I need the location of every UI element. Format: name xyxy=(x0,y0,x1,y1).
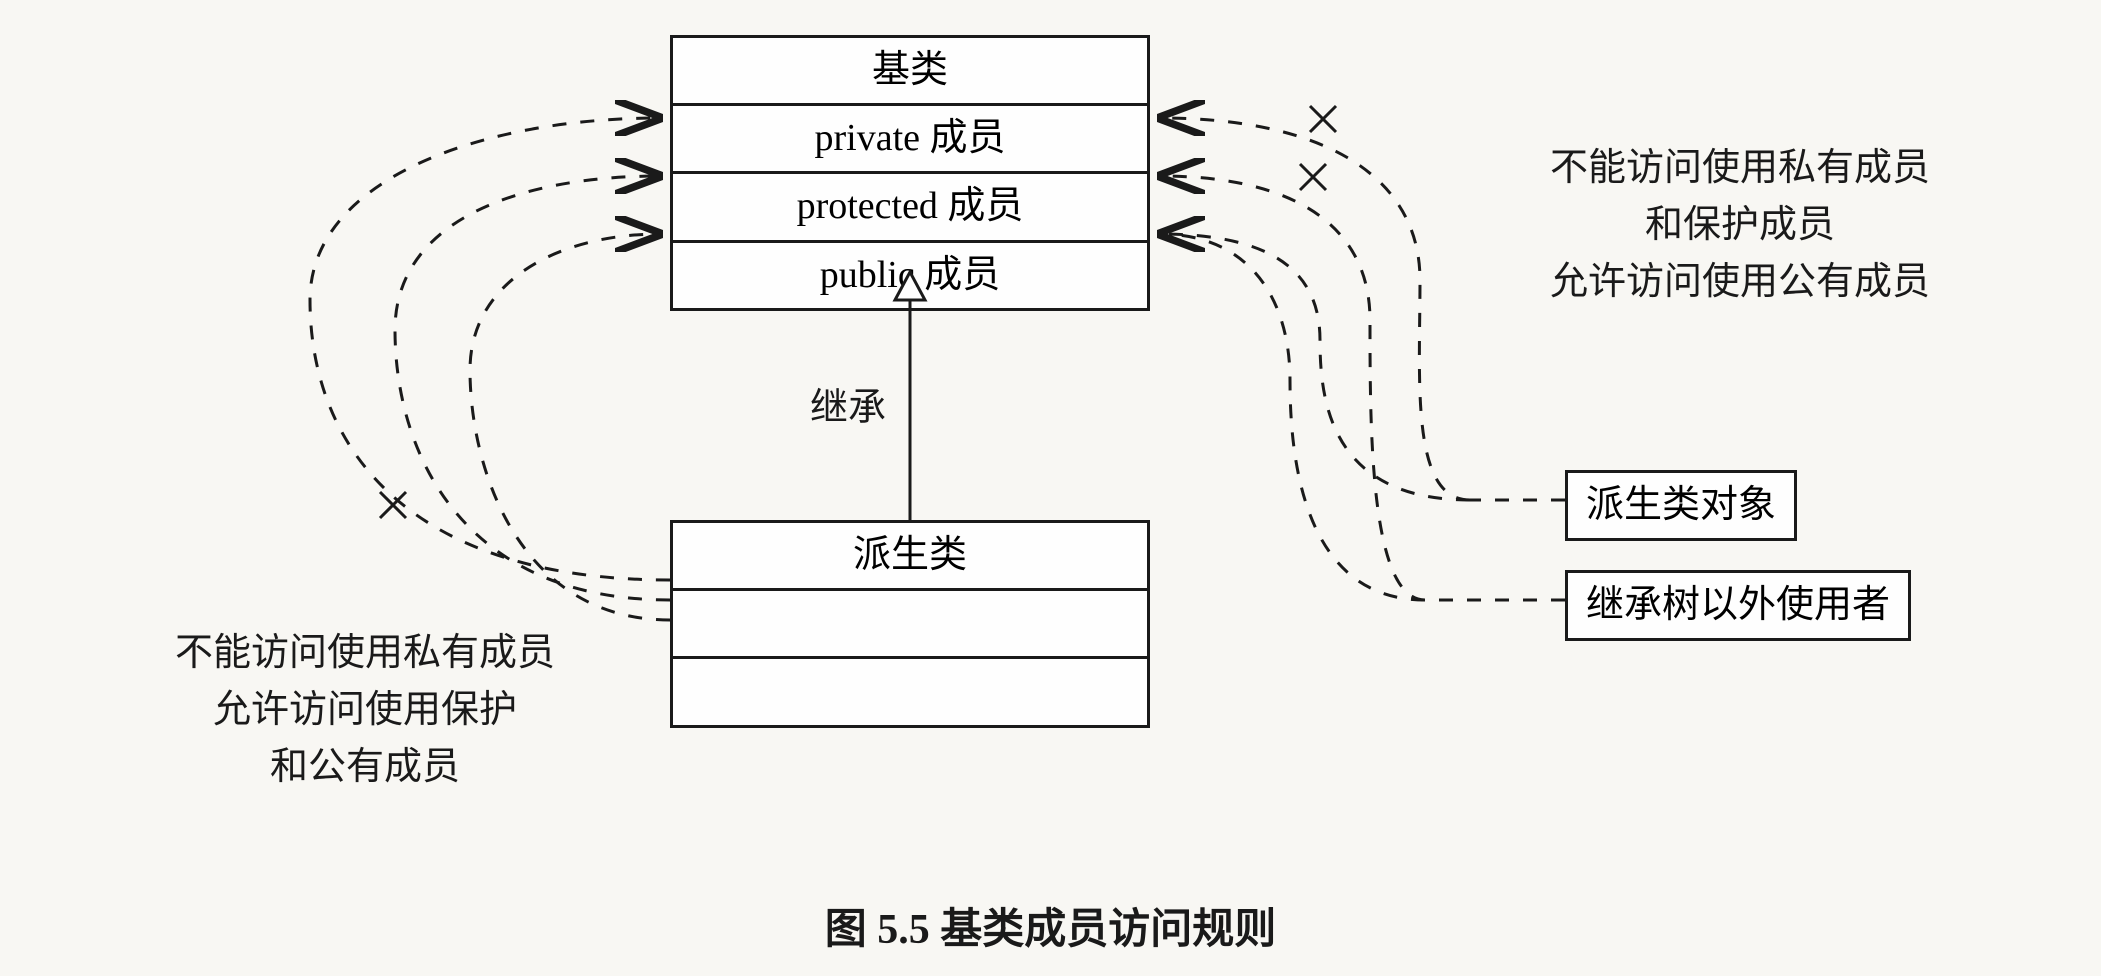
right-note: 不能访问使用私有成员 和保护成员 允许访问使用公有成员 xyxy=(1490,140,1990,311)
private-row: private 成员 xyxy=(673,106,1147,174)
left-note: 不能访问使用私有成员 允许访问使用保护 和公有成员 xyxy=(135,625,595,796)
derived-class-box: 派生类 xyxy=(670,520,1150,728)
external-user-box: 继承树以外使用者 xyxy=(1565,570,1911,641)
base-class-box: 基类 private 成员 protected 成员 public 成员 xyxy=(670,35,1150,311)
left-note-line-3: 和公有成员 xyxy=(135,739,595,796)
public-row: public 成员 xyxy=(673,243,1147,308)
right-note-line-2: 和保护成员 xyxy=(1490,197,1990,254)
diagram-container: 基类 private 成员 protected 成员 public 成员 派生类… xyxy=(0,0,2101,976)
right-note-line-3: 允许访问使用公有成员 xyxy=(1490,254,1990,311)
derived-row-2 xyxy=(673,659,1147,724)
inherit-label: 继承 xyxy=(810,380,886,437)
derived-object-box: 派生类对象 xyxy=(1565,470,1797,541)
derived-class-title: 派生类 xyxy=(673,523,1147,591)
base-class-title: 基类 xyxy=(673,38,1147,106)
right-note-line-1: 不能访问使用私有成员 xyxy=(1490,140,1990,197)
figure-caption: 图 5.5 基类成员访问规则 xyxy=(0,895,2101,956)
left-note-line-2: 允许访问使用保护 xyxy=(135,682,595,739)
protected-row: protected 成员 xyxy=(673,174,1147,242)
left-note-line-1: 不能访问使用私有成员 xyxy=(135,625,595,682)
derived-row-1 xyxy=(673,591,1147,659)
